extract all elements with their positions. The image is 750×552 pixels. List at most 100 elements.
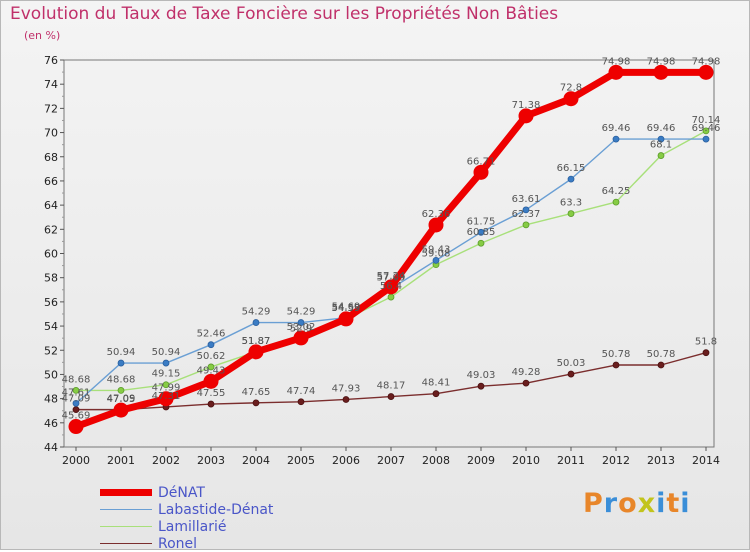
data-point — [657, 361, 665, 369]
x-tick-label: 2008 — [422, 454, 450, 467]
data-label: 61.75 — [467, 216, 496, 227]
data-label: 56.4 — [380, 281, 402, 292]
y-tick-label: 64 — [44, 199, 58, 212]
data-label: 54.29 — [287, 307, 316, 318]
data-label: 49.28 — [512, 367, 541, 378]
data-label: 72.8 — [560, 83, 582, 94]
x-tick-label: 2002 — [152, 454, 180, 467]
data-point — [522, 379, 530, 387]
data-label: 49.15 — [152, 369, 181, 380]
x-tick-label: 2010 — [512, 454, 540, 467]
data-label: 66.15 — [557, 163, 586, 174]
data-point — [162, 359, 170, 367]
data-point — [68, 419, 84, 435]
data-point — [252, 399, 260, 407]
data-point — [608, 64, 624, 80]
data-point — [162, 381, 170, 389]
data-label: 71.38 — [512, 100, 541, 111]
data-point — [293, 330, 309, 346]
data-label: 47.61 — [62, 387, 91, 398]
data-point — [203, 373, 219, 389]
x-tick-label: 2001 — [107, 454, 135, 467]
data-label: 50.03 — [557, 358, 586, 369]
proxiti-logo: Proxiti — [583, 488, 691, 519]
data-label: 62.36 — [422, 209, 451, 220]
data-point — [653, 64, 669, 80]
data-label: 48.41 — [422, 378, 451, 389]
data-point — [612, 361, 620, 369]
data-label: 74.98 — [647, 56, 676, 67]
data-point — [477, 382, 485, 390]
data-label: 49.43 — [197, 365, 226, 376]
y-tick-label: 44 — [44, 441, 58, 454]
y-tick-label: 70 — [44, 127, 58, 140]
data-label: 51.87 — [242, 336, 271, 347]
data-point — [477, 228, 485, 236]
y-tick-label: 60 — [44, 248, 58, 261]
data-label: 63.61 — [512, 194, 541, 205]
data-label: 51.8 — [695, 337, 717, 348]
legend-label: Labastide-Dénat — [158, 501, 274, 518]
y-axis-unit: (en %) — [24, 29, 61, 42]
data-point — [117, 387, 125, 394]
data-label: 69.46 — [647, 123, 676, 134]
data-label: 47.65 — [242, 387, 271, 398]
data-point — [657, 152, 665, 159]
data-label: 47.93 — [332, 383, 361, 394]
data-label: 74.98 — [602, 56, 631, 67]
data-label: 66.71 — [467, 156, 496, 167]
x-tick-label: 2000 — [62, 454, 90, 467]
data-point — [522, 221, 530, 229]
legend-swatch — [100, 508, 152, 511]
data-label: 74.98 — [692, 56, 721, 67]
data-point — [657, 135, 665, 143]
data-point — [612, 198, 620, 206]
data-label: 50.78 — [647, 349, 676, 360]
x-tick-label: 2007 — [377, 454, 405, 467]
data-label: 47.05 — [107, 394, 136, 405]
data-point — [207, 341, 215, 349]
data-point — [72, 387, 80, 394]
data-point — [432, 256, 440, 264]
data-label: 54.69 — [332, 302, 361, 313]
data-point — [567, 175, 575, 183]
axes: 44 46 48 50 52 54 56 58 60 62 64 66 68 70 72 74 76 2000 20… — [44, 54, 720, 467]
data-label: 52.9 — [290, 323, 312, 334]
data-label: 69.46 — [692, 123, 721, 134]
data-point — [297, 398, 305, 406]
data-label: 64.25 — [602, 186, 631, 197]
y-tick-label: 54 — [44, 320, 58, 333]
data-label: 47.55 — [197, 388, 226, 399]
data-label: 49.03 — [467, 370, 496, 381]
y-tick-label: 76 — [44, 54, 58, 67]
data-label: 47.31 — [152, 391, 181, 402]
data-point — [698, 64, 714, 80]
data-point — [113, 402, 129, 418]
data-label: 52.46 — [197, 329, 226, 340]
legend-item: Lamillarié — [100, 518, 273, 535]
y-tick-label: 68 — [44, 151, 58, 164]
data-point — [338, 311, 354, 327]
data-point — [342, 396, 350, 403]
y-tick-label: 58 — [44, 272, 58, 285]
data-label: 54.59 — [332, 303, 361, 314]
data-label: 57.24 — [377, 271, 406, 282]
y-tick-label: 52 — [44, 344, 58, 357]
data-point — [702, 135, 710, 143]
data-label: 48.17 — [377, 381, 406, 392]
data-point — [248, 344, 264, 360]
data-label: 47.99 — [152, 383, 181, 394]
data-point — [117, 359, 125, 367]
y-tick-label: 48 — [44, 393, 58, 406]
data-label: 54.59 — [332, 303, 361, 314]
data-point — [72, 399, 80, 407]
data-label: 51.87 — [242, 336, 271, 347]
y-tick-label: 74 — [44, 78, 58, 91]
y-tick-label: 46 — [44, 417, 58, 430]
data-point — [612, 135, 620, 143]
y-tick-label: 62 — [44, 223, 58, 236]
data-labels: 47.61 50.94 50.94 52.46 54.29 54.29 54.69 57.09… — [62, 56, 721, 421]
x-tick-label: 2009 — [467, 454, 495, 467]
data-label: 50.62 — [197, 351, 226, 362]
